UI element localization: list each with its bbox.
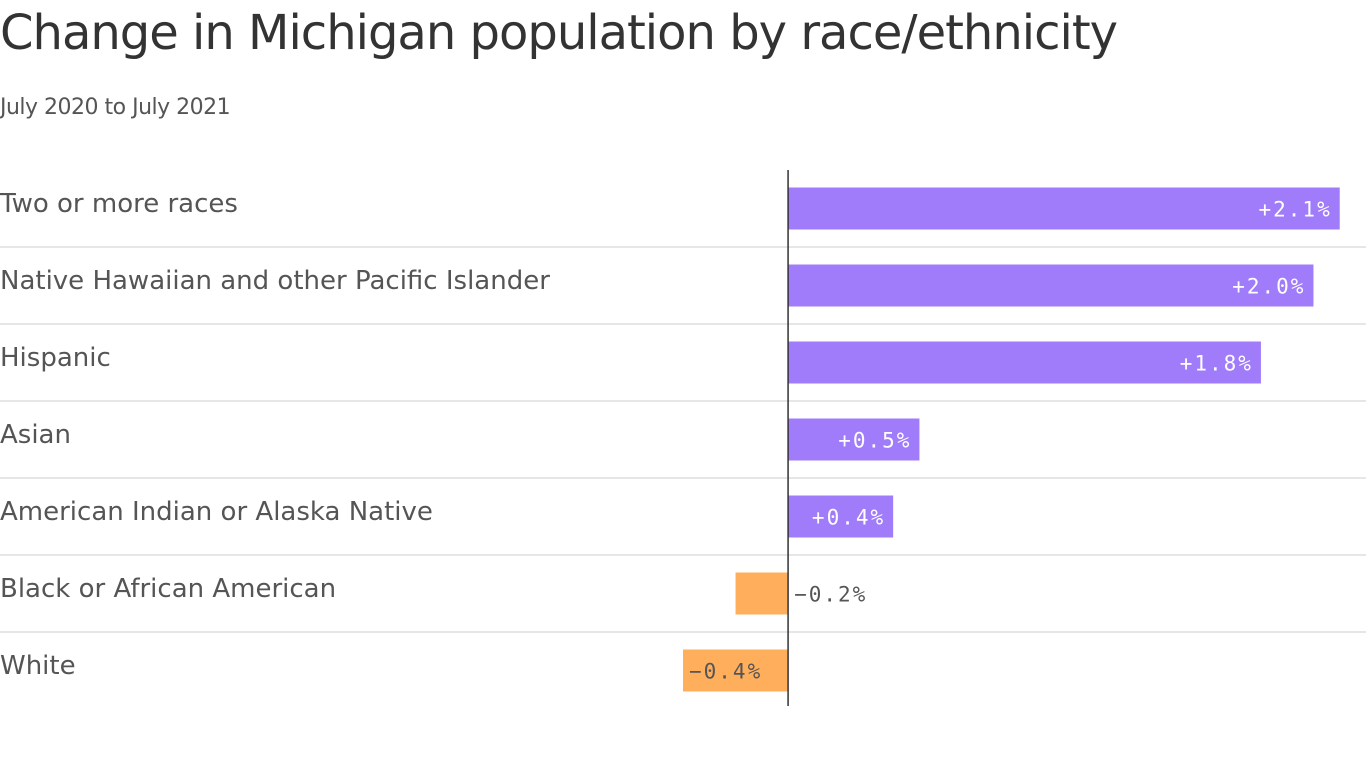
chart-subtitle: July 2020 to July 2021 [0,95,230,120]
value-label: +0.5% [838,429,911,453]
category-label: White [0,651,76,681]
value-label: −0.2% [794,583,867,607]
bar [735,572,789,615]
category-label: Asian [0,420,71,450]
bar [788,495,894,538]
category-label: American Indian or Alaska Native [0,497,433,527]
value-label: −0.4% [689,660,762,684]
bar [788,264,1314,307]
value-label: +0.4% [812,506,885,530]
bar [788,341,1261,384]
category-label: Two or more races [0,189,238,219]
category-label: Hispanic [0,343,111,373]
value-label: +1.8% [1180,352,1253,376]
bar [683,649,789,692]
bar [788,187,1340,230]
bar [788,418,920,461]
value-label: +2.0% [1232,275,1305,299]
chart-title: Change in Michigan population by race/et… [0,5,1117,61]
value-label: +2.1% [1259,198,1332,222]
category-label: Native Hawaiian and other Pacific Island… [0,266,550,296]
category-label: Black or African American [0,574,336,604]
